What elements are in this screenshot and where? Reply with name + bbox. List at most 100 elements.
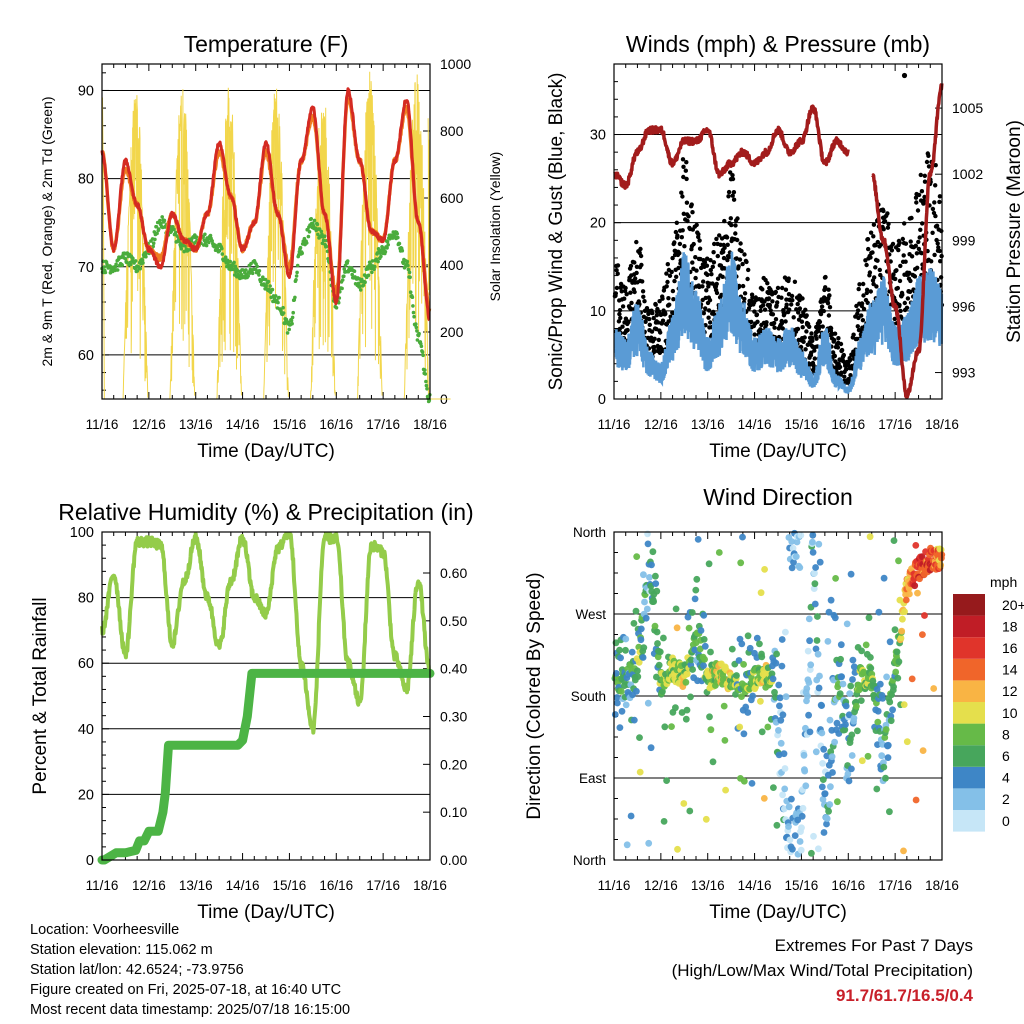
dewpoint-point: [103, 270, 108, 275]
direction-point: [617, 654, 624, 662]
direction-point: [919, 631, 926, 638]
direction-point: [799, 804, 807, 812]
gust-point: [682, 244, 687, 249]
winds-ylabel: Sonic/Prop Wind & Gust (Blue, Black): [546, 73, 567, 391]
direction-xtick-label: 18/16: [925, 878, 959, 893]
gust-point: [915, 265, 920, 270]
gust-point: [683, 168, 688, 173]
dewpoint-point: [406, 263, 410, 268]
humidity-ytick-label: 100: [70, 525, 94, 541]
gust-point: [921, 198, 927, 203]
dewpoint-point: [307, 230, 312, 234]
gust-point: [933, 163, 938, 168]
dewpoint-point: [366, 267, 370, 271]
direction-point: [654, 640, 661, 647]
pressure-trace: [870, 83, 944, 399]
gust-point: [690, 260, 695, 265]
direction-xtick-label: 13/16: [691, 878, 725, 893]
gust-point: [738, 241, 743, 246]
gust-point: [871, 222, 877, 227]
humidity-ylabel: Percent & Total Rainfall: [30, 597, 51, 794]
direction-point: [748, 780, 756, 787]
gust-point: [617, 308, 623, 313]
direction-point: [866, 533, 874, 541]
direction-point: [826, 801, 834, 808]
dewpoint-point: [379, 254, 383, 259]
direction-point: [818, 702, 825, 709]
dewpoint-point: [202, 243, 206, 247]
gust-point: [908, 278, 913, 284]
dewpoint-point: [342, 267, 347, 271]
direction-point: [687, 693, 694, 701]
temperature-y2tick-label: 200: [440, 324, 464, 340]
gust-point: [760, 287, 765, 292]
gust-point: [746, 267, 751, 273]
temperature-ytick-label: 80: [78, 172, 94, 188]
gust-point: [819, 304, 825, 309]
dewpoint-point: [423, 368, 427, 372]
direction-point: [897, 634, 905, 642]
dewpoint-point: [400, 248, 405, 253]
direction-point: [736, 723, 744, 731]
temperature-xtick-label: 18/16: [413, 417, 447, 432]
temperature-y2label: Solar Insolation (Yellow): [487, 152, 503, 302]
humidity-y2tick-label: 0.00: [440, 852, 467, 868]
direction-point: [663, 777, 670, 784]
gust-point: [660, 296, 665, 301]
legend-label: 10: [1002, 705, 1018, 721]
dewpoint-point: [232, 260, 236, 265]
gust-point: [787, 307, 792, 312]
direction-point: [813, 637, 821, 644]
gust-point: [672, 278, 677, 284]
gust-point: [939, 228, 944, 234]
gust-point: [677, 251, 682, 256]
gust-point: [897, 278, 903, 284]
direction-point: [773, 821, 781, 829]
dewpoint-point: [257, 269, 262, 273]
direction-point: [832, 575, 839, 582]
direction-point: [652, 572, 659, 580]
gust-point: [912, 274, 918, 279]
direction-point: [797, 846, 805, 854]
direction-point: [779, 711, 787, 719]
direction-point: [778, 636, 786, 643]
dewpoint-point: [290, 315, 295, 320]
direction-ylabel: Direction (Colored By Speed): [524, 572, 545, 819]
dewpoint-point: [239, 272, 244, 277]
dewpoint-point: [160, 215, 164, 219]
direction-point: [815, 684, 823, 692]
gust-point: [848, 357, 853, 363]
gust-point: [619, 289, 624, 294]
gust-point: [667, 273, 673, 278]
direction-point: [722, 786, 729, 794]
direction-point: [616, 646, 623, 654]
gust-point: [916, 239, 921, 245]
direction-point: [769, 675, 777, 683]
direction-point: [633, 687, 640, 695]
direction-point: [705, 672, 713, 680]
dewpoint-point: [231, 267, 236, 272]
dewpoint-point: [155, 231, 159, 236]
gust-point: [634, 239, 639, 245]
direction-point: [849, 676, 856, 683]
gust-point: [897, 302, 902, 308]
gust-point: [823, 274, 828, 280]
gust-point: [740, 283, 746, 289]
direction-point: [682, 715, 690, 723]
winds-xtick-label: 15/16: [785, 417, 819, 432]
gust-point: [691, 241, 696, 247]
series-wind: [613, 251, 944, 394]
gust-point: [628, 263, 634, 269]
direction-point: [805, 615, 813, 623]
precip-trace: [97, 668, 435, 865]
direction-point: [805, 711, 812, 719]
dewpoint-point: [291, 310, 296, 315]
gust-point: [641, 294, 646, 299]
gust-point: [873, 243, 878, 248]
direction-point: [831, 738, 838, 746]
dewpoint-point: [421, 353, 425, 358]
gust-point: [865, 300, 870, 305]
direction-point: [692, 586, 700, 594]
gust-point: [752, 309, 757, 314]
direction-point: [900, 701, 908, 708]
